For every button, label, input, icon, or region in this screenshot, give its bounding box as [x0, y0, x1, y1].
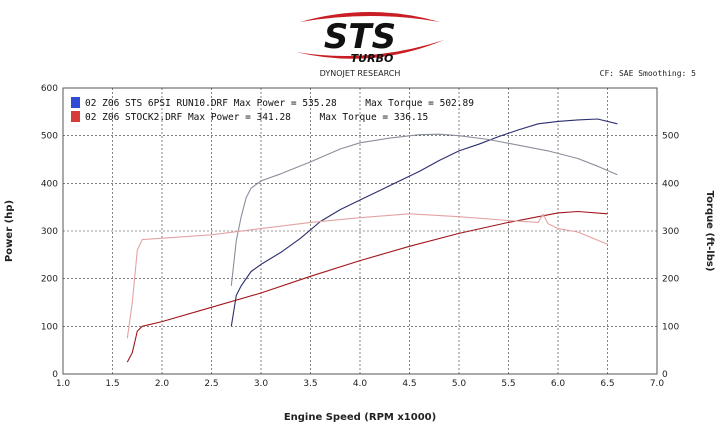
legend-entry-stock: 02 Z06 STOCK2.DRF Max Power = 341.28 Max…	[85, 112, 428, 123]
x-tick-label: 7.0	[650, 379, 665, 389]
y2-tick-label: 100	[662, 322, 679, 332]
x-axis-title: Engine Speed (RPM x1000)	[284, 412, 436, 423]
series-group	[126, 118, 618, 363]
x-tick-label: 3.0	[254, 379, 269, 389]
y2-tick-label: 400	[662, 179, 679, 189]
x-tick-label: 3.5	[303, 379, 317, 389]
legend-swatch-sts	[71, 97, 80, 108]
x-tick-label: 2.0	[155, 379, 170, 389]
y-tick-label: 500	[41, 132, 58, 142]
y-tick-label: 100	[41, 322, 58, 332]
x-tick-label: 4.0	[353, 379, 368, 389]
y-tick-label: 400	[41, 179, 58, 189]
legend-entry-sts: 02 Z06 STS 6PSI RUN10.DRF Max Power = 53…	[85, 98, 474, 109]
y2-tick-label: 500	[662, 132, 679, 142]
x-tick-label: 4.5	[402, 379, 416, 389]
y-axis-title-right: Torque (ft-lbs)	[704, 191, 715, 272]
sts-power-line	[230, 118, 618, 327]
x-tick-label: 6.0	[551, 379, 566, 389]
stock-power-line	[126, 210, 608, 363]
x-tick-labels: 1.0 1.5 2.0 2.5 3.0 3.5 4.0 4.5 5.0 5.5 6.0 6.5 7.0	[56, 379, 665, 389]
x-tick-label: 5.5	[501, 379, 515, 389]
y-tick-label: 200	[41, 275, 58, 285]
x-tick-label: 2.5	[204, 379, 218, 389]
grid	[63, 88, 657, 374]
legend-swatch-stock	[71, 111, 80, 122]
y2-tick-label: 0	[662, 370, 668, 380]
logo-text: STS	[324, 17, 396, 57]
y2-tick-label: 300	[662, 227, 679, 237]
x-tick-label: 1.5	[105, 379, 119, 389]
sts-torque-line	[230, 133, 618, 286]
x-tick-label: 1.0	[56, 379, 71, 389]
sts-logo: STS TURBO	[296, 12, 444, 65]
legend: 02 Z06 STS 6PSI RUN10.DRF Max Power = 53…	[71, 97, 474, 123]
x-tick-label: 5.0	[452, 379, 467, 389]
logo-subtext: TURBO	[351, 52, 394, 65]
y-axis-title-left: Power (hp)	[4, 200, 15, 262]
y2-tick-labels: 0 100 200 300 400 500	[662, 132, 679, 380]
y-tick-labels: 0 100 200 300 400 500 600	[41, 84, 58, 380]
x-tick-label: 6.5	[600, 379, 614, 389]
y-tick-label: 300	[41, 227, 58, 237]
subtitle: DYNOJET RESEARCH	[320, 69, 401, 78]
y2-tick-label: 200	[662, 275, 679, 285]
y-tick-label: 0	[52, 370, 58, 380]
y-tick-label: 600	[41, 84, 58, 94]
stock-torque-line	[126, 213, 608, 339]
settings-label: CF: SAE Smoothing: 5	[600, 69, 697, 78]
